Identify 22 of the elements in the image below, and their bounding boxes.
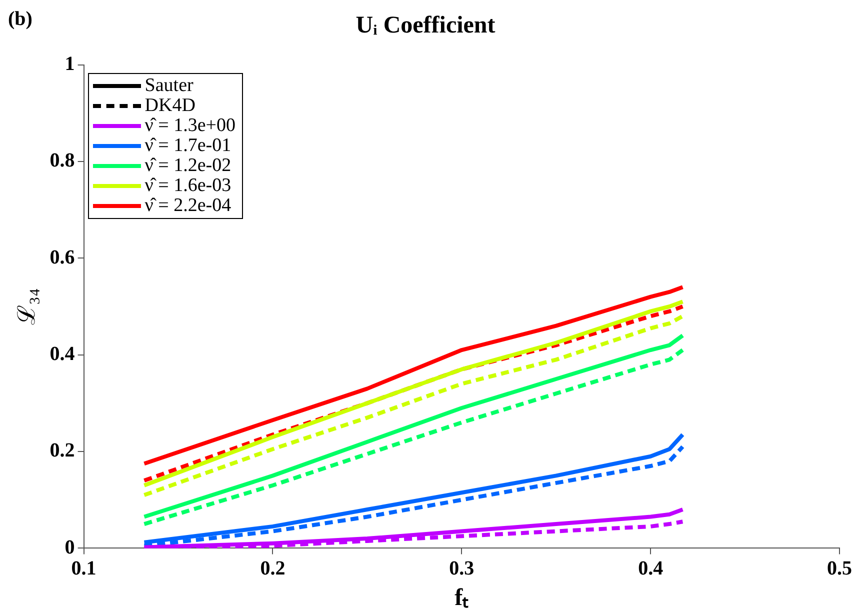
x-tick-label: 0.4	[638, 557, 664, 580]
y-tick-label: 1	[64, 52, 75, 75]
y-tick-label: 0.2	[50, 440, 75, 462]
x-tick-label: 0.3	[449, 557, 474, 580]
chart-title: Uᵢ Coefficient	[356, 12, 496, 39]
legend-label: ν̂ = 1.2e-02	[144, 154, 232, 176]
y-tick-label: 0.6	[50, 246, 75, 268]
legend-label: DK4D	[144, 94, 196, 116]
legend-label: Sauter	[144, 74, 194, 96]
y-tick-label: 0.8	[50, 150, 75, 172]
y-tick-label: 0.4	[50, 343, 75, 366]
y-axis-title: ℒ₃₄	[14, 288, 41, 325]
y-tick-label: 0	[64, 536, 75, 558]
x-axis-title: fₜ	[454, 584, 469, 611]
x-tick-label: 0.1	[71, 557, 96, 580]
legend-label: ν̂ = 2.2e-04	[144, 194, 232, 216]
legend-label: ν̂ = 1.7e-01	[144, 134, 232, 156]
legend-label: ν̂ = 1.6e-03	[144, 174, 232, 196]
legend-label: ν̂ = 1.3e+00	[144, 114, 236, 136]
text: (b)	[8, 8, 32, 30]
x-tick-label: 0.2	[260, 557, 286, 580]
x-tick-label: 0.5	[827, 557, 852, 580]
